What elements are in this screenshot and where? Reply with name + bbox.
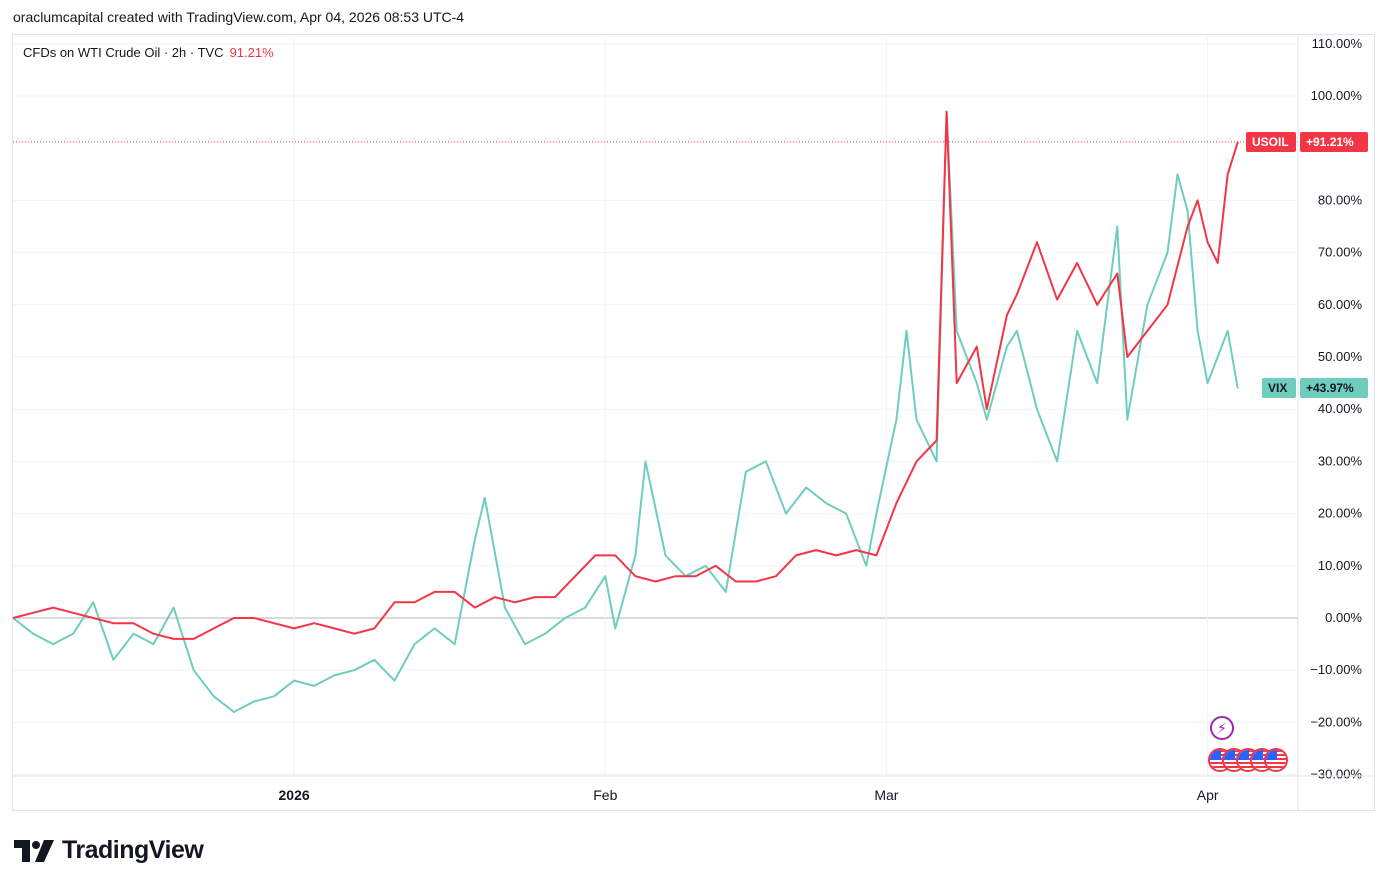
y-tick-label: 50.00% <box>1318 349 1363 364</box>
x-tick-label: 2026 <box>279 787 310 803</box>
vix-name-tag: VIX <box>1262 378 1296 399</box>
series-layer <box>12 110 1298 713</box>
legend-symbol: CFDs on WTI Crude Oil · 2h · TVC <box>23 45 224 60</box>
us-flag-icon[interactable] <box>1264 748 1288 772</box>
y-tick-label: 30.00% <box>1318 453 1363 468</box>
attribution-text: oraclumcapital created with TradingView.… <box>13 9 465 25</box>
x-tick-label: Feb <box>593 787 617 803</box>
y-tick-label: 60.00% <box>1318 297 1363 312</box>
y-tick-label: −30.00% <box>1310 767 1362 782</box>
y-tick-label: 100.00% <box>1311 88 1363 103</box>
usoil-value-tag: +91.21% <box>1300 131 1368 152</box>
y-tick-label: 70.00% <box>1318 245 1363 260</box>
y-tick-label: 80.00% <box>1318 192 1363 207</box>
brand-name: TradingView <box>62 836 204 864</box>
series-line-vix <box>12 110 1239 713</box>
usoil-name-tag: USOIL <box>1246 131 1296 152</box>
vix-value-tag: +43.97% <box>1300 378 1368 399</box>
y-tick-label: 20.00% <box>1318 506 1363 521</box>
x-tick-label: Apr <box>1197 787 1219 803</box>
y-tick-label: −10.00% <box>1310 662 1362 677</box>
tradingview-logo-icon <box>14 839 54 862</box>
y-tick-label: 40.00% <box>1318 401 1363 416</box>
legend-change: 91.21% <box>229 45 274 60</box>
x-tick-label: Mar <box>874 787 898 803</box>
y-tick-label: 110.00% <box>1312 36 1363 51</box>
lightning-icon[interactable]: ⚡ <box>1210 716 1234 740</box>
y-tick-label: 0.00% <box>1325 610 1362 625</box>
y-tick-label: −20.00% <box>1310 714 1362 729</box>
grid-layer <box>13 35 1298 776</box>
brand-logo[interactable]: TradingView <box>14 836 204 865</box>
chart-frame <box>12 34 1375 811</box>
axis-layer: 110.00% 100.00% 80.00% 70.00% 60.00% 50.00% 40… <box>13 35 1375 810</box>
y-tick-label: 10.00% <box>1318 558 1363 573</box>
legend[interactable]: CFDs on WTI Crude Oil · 2h · TVC 91.21% <box>23 45 274 60</box>
series-line-usoil <box>12 110 1239 640</box>
